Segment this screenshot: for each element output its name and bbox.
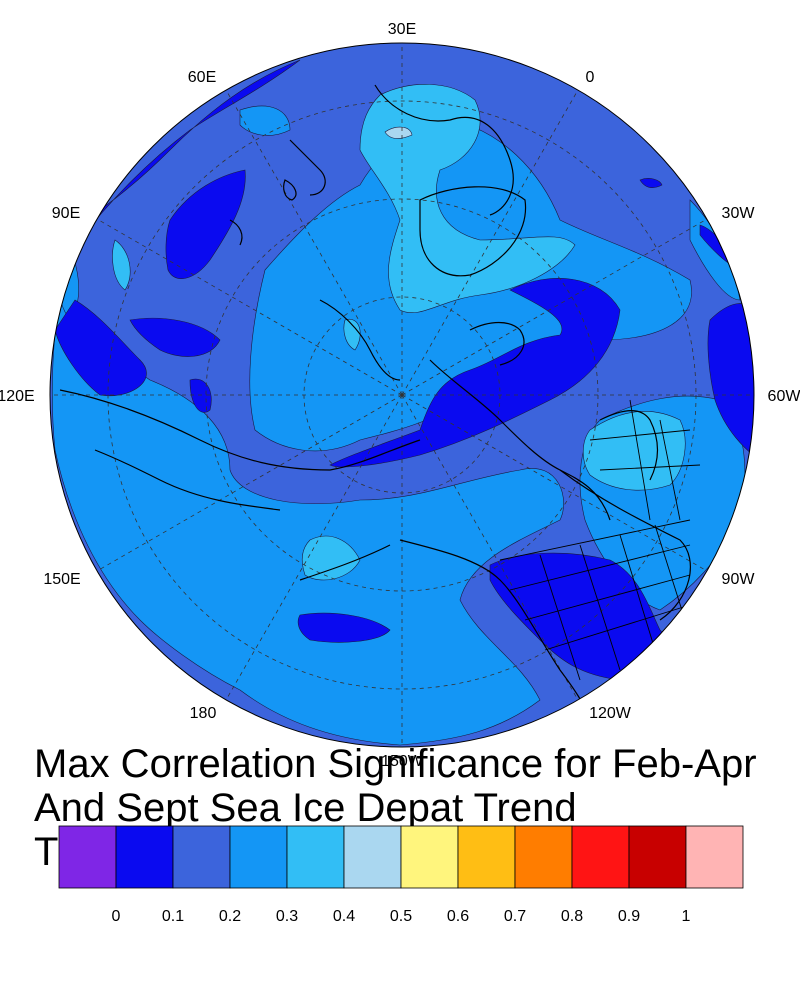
contour-region: [297, 612, 391, 643]
title-line-3: T: [34, 830, 59, 874]
lon-label-120e: 120E: [0, 388, 35, 405]
contour-region: [54, 299, 147, 397]
colorbar-swatch: [172, 825, 231, 889]
lon-label-150w: 150W: [381, 753, 424, 770]
colorbar-label: 0.8: [561, 908, 583, 925]
contour-region: [343, 318, 361, 351]
colorbar-swatch: [343, 825, 402, 889]
coastlines: [59, 84, 691, 721]
contour-region: [239, 105, 291, 136]
contour-region: [112, 239, 131, 291]
colorbar-label: 0.2: [219, 908, 241, 925]
colorbar-label: 1: [682, 908, 691, 925]
contour-region: [707, 303, 754, 461]
colorbar-swatch: [685, 825, 744, 889]
colorbar-swatch: [514, 825, 573, 889]
lon-label-90w: 90W: [722, 571, 756, 588]
contour-region: [189, 378, 212, 413]
lon-label-150e: 150E: [43, 571, 80, 588]
contour-region: [165, 169, 246, 279]
contour-region: [384, 126, 413, 139]
map-border: [49, 42, 755, 748]
contour-region: [301, 535, 361, 581]
colorbar-label: 0.9: [618, 908, 640, 925]
lon-label-120w: 120W: [589, 705, 632, 722]
colorbar-label: 0.6: [447, 908, 469, 925]
lon-label-60w: 60W: [768, 388, 800, 405]
lon-label-180: 180: [190, 705, 217, 722]
title-line-1: Max Correlation Significance for Feb-Apr: [34, 742, 757, 786]
colorbar-label: 0.7: [504, 908, 526, 925]
contour-fills: [50, 59, 754, 746]
colorbar-swatch: [229, 825, 288, 889]
colorbar-swatch: [58, 825, 117, 889]
contour-region: [129, 317, 221, 357]
colorbar-label: 0.1: [162, 908, 184, 925]
longitude-labels: 30E 0 30W 60W 90W 120W 150W 180 150E 120…: [0, 21, 800, 770]
contour-region: [51, 299, 564, 746]
colorbar-swatch: [286, 825, 345, 889]
contour-region: [329, 278, 621, 468]
lon-label-90e: 90E: [52, 205, 80, 222]
polar-map: 30E 0 30W 60W 90W 120W 150W 180 150E 120…: [0, 21, 800, 770]
colorbar-swatch: [628, 825, 687, 889]
lon-label-30e: 30E: [388, 21, 416, 38]
title-line-2: And Sept Sea Ice Depat Trend: [34, 786, 577, 830]
lon-label-30w: 30W: [722, 205, 756, 222]
lon-label-0: 0: [586, 69, 595, 86]
contour-region: [582, 411, 686, 491]
colorbar-swatch: [571, 825, 630, 889]
colorbar-label: 0.3: [276, 908, 298, 925]
colorbar-swatch: [115, 825, 174, 889]
colorbar-label: 0: [112, 908, 121, 925]
boundaries: [499, 399, 701, 681]
contour-region: [639, 178, 663, 189]
colorbar-swatch: [400, 825, 459, 889]
colorbar-label: 0.4: [333, 908, 355, 925]
colorbar-swatch: [457, 825, 516, 889]
lon-label-60e: 60E: [188, 69, 216, 86]
colorbar-label: 0.5: [390, 908, 412, 925]
graticule: [50, 43, 754, 747]
